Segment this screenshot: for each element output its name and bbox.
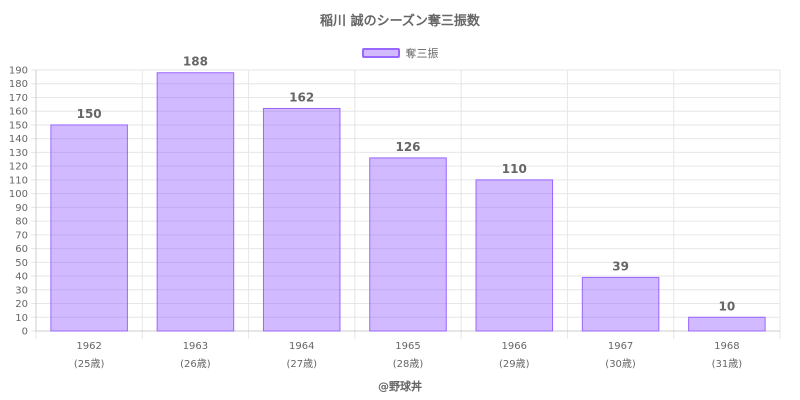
value-label-1967: 39 [612, 259, 629, 273]
legend[interactable]: 奪三振 [0, 45, 800, 61]
credit-text: @野球丼 [378, 380, 422, 393]
value-label-1966: 110 [502, 162, 527, 176]
x-tick-sublabel: (29歳) [499, 358, 530, 370]
y-tick-label: 190 [9, 66, 28, 77]
legend-swatch [361, 48, 400, 58]
bar-1964[interactable] [262, 107, 341, 332]
y-tick-label: 80 [15, 217, 28, 228]
x-tick-label: 1968 [714, 341, 739, 352]
y-tick-label: 60 [15, 244, 28, 255]
x-tick-sublabel: (26歳) [180, 358, 211, 370]
y-tick-label: 110 [9, 175, 28, 186]
bar-1967[interactable] [581, 276, 660, 332]
legend-label: 奪三振 [405, 47, 439, 60]
bar-1966[interactable] [475, 179, 554, 332]
value-label-1963: 188 [183, 55, 208, 69]
y-tick-label: 180 [9, 79, 28, 90]
value-label-1964: 162 [289, 90, 314, 104]
value-label-1965: 126 [395, 140, 420, 154]
y-tick-label: 10 [15, 313, 28, 324]
bar-1965[interactable] [369, 157, 447, 332]
x-tick-sublabel: (31歳) [712, 358, 743, 370]
x-tick-sublabel: (27歳) [286, 358, 317, 370]
bar-1962[interactable] [50, 124, 128, 332]
y-tick-label: 40 [15, 272, 28, 283]
x-tick-label: 1967 [608, 341, 633, 352]
y-tick-label: 30 [15, 285, 28, 296]
y-tick-label: 0 [22, 327, 28, 338]
y-tick-label: 90 [15, 203, 28, 214]
bar-1968[interactable] [688, 316, 766, 332]
y-tick-label: 20 [15, 299, 28, 310]
y-tick-label: 70 [15, 230, 28, 241]
y-tick-label: 50 [15, 258, 28, 269]
chart-title: 稲川 誠のシーズン奪三振数 [320, 14, 480, 29]
y-tick-label: 120 [9, 162, 28, 173]
bars [50, 72, 766, 332]
value-label-1968: 10 [719, 299, 736, 313]
y-tick-label: 130 [9, 148, 28, 159]
y-tick-label: 170 [9, 93, 28, 104]
x-tick-label: 1964 [289, 341, 314, 352]
y-tick-label: 160 [9, 107, 28, 118]
y-tick-label: 100 [9, 189, 28, 200]
x-tick-sublabel: (28歳) [393, 358, 424, 370]
labels: 0 10 20 30 40 50 60 70 80 90 100 110 120 130 140 150 160… [9, 55, 742, 370]
x-tick-label: 1962 [76, 341, 101, 352]
x-tick-label: 1966 [502, 341, 527, 352]
x-tick-sublabel: (25歳) [74, 358, 105, 370]
x-tick-label: 1963 [183, 341, 208, 352]
y-tick-label: 140 [9, 134, 28, 145]
value-label-1962: 150 [77, 107, 102, 121]
x-tick-sublabel: (30歳) [605, 358, 636, 370]
bar-1963[interactable] [156, 72, 235, 332]
x-tick-label: 1965 [395, 341, 420, 352]
y-tick-label: 150 [9, 120, 28, 131]
